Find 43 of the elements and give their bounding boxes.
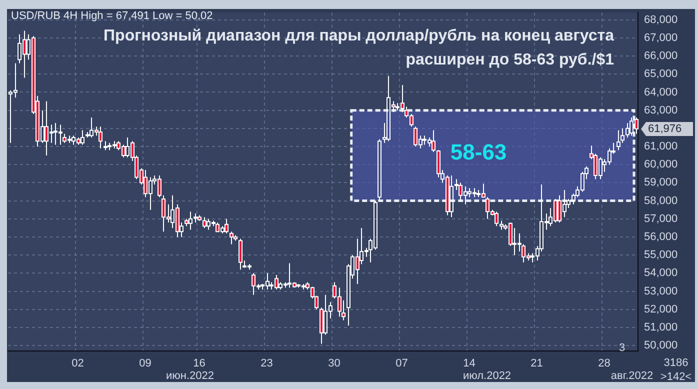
y-tick-label: 59,000	[644, 176, 678, 189]
x-tick-label: 09	[139, 358, 152, 370]
x-tick-label: 28	[598, 358, 610, 370]
x-tick-label: 23	[260, 358, 273, 370]
y-tick-label: 52,000	[644, 303, 678, 316]
text: 61,976	[648, 123, 682, 136]
y-tick-label: 55,000	[644, 249, 678, 262]
x-tick-label: 21	[530, 358, 543, 370]
y-tick-label: 68,000	[644, 14, 678, 26]
y-tick-label: 51,000	[644, 322, 678, 334]
y-tick-label: 66,000	[644, 50, 678, 62]
text: июл.2022	[462, 370, 512, 382]
candlestick	[450, 174, 454, 218]
x-tick-label: 02	[72, 358, 84, 370]
y-tick-label: 58,000	[644, 194, 678, 207]
y-tick-label: 56,000	[644, 231, 678, 244]
y-tick-label: 60,000	[644, 158, 678, 171]
annotation: 3	[618, 342, 626, 354]
chart-subtitle: USD/RUB 4H High = 67,491 Low = 50,02	[11, 10, 213, 22]
y-tick-label: 61,000	[644, 140, 678, 153]
x-tick-label: 16	[193, 358, 206, 370]
text: июн.2022	[166, 370, 214, 382]
candlestick	[188, 211, 192, 230]
x-tick-label: 14	[463, 358, 476, 370]
text: 3186	[664, 357, 688, 370]
candlestick	[80, 130, 84, 146]
candlestick	[500, 220, 504, 230]
y-tick-label: 57,000	[644, 212, 678, 225]
candlestick	[616, 130, 620, 151]
y-tick-label: 64,000	[644, 86, 678, 98]
text: авг.2022	[610, 370, 654, 382]
x-tick-label: 30	[328, 358, 340, 370]
y-tick-label: 67,000	[644, 32, 678, 44]
candlestick	[104, 140, 108, 151]
text: >142<	[660, 371, 692, 384]
y-tick-label: 65,000	[644, 68, 678, 80]
x-tick-label: 07	[396, 358, 408, 370]
y-tick-label: 54,000	[644, 267, 678, 280]
y-tick-label: 63,000	[644, 104, 678, 116]
band-label: 58-63	[450, 140, 507, 165]
y-tick-label: 50,000	[644, 340, 678, 352]
y-tick-label: 53,000	[644, 285, 678, 298]
text: Прогнозный диапазон для пары доллар/рубль на конец августа расширен до 58-63 руб./$1	[104, 27, 614, 68]
